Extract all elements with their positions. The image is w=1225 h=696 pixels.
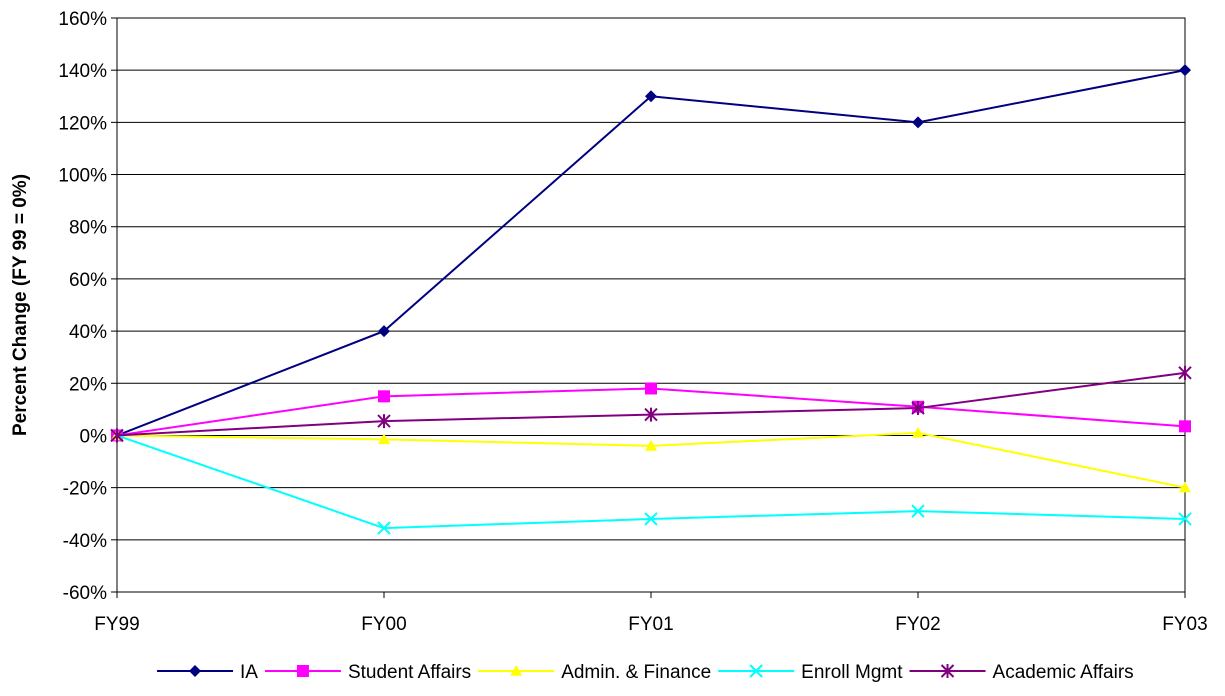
y-tick-label: 60% [69,270,107,291]
y-tick-label: 40% [69,322,107,343]
y-tick-label: 20% [69,374,107,395]
data-point [1179,481,1191,493]
legend-swatch-marker [749,664,763,678]
plot-area [116,17,1186,593]
y-tick-label: 140% [58,61,107,82]
legend-item: Admin. & Finance [478,662,711,683]
x-tick-label: FY01 [628,614,673,635]
legend-swatch-marker [189,665,201,677]
y-tick-label: -20% [63,479,107,500]
y-axis-label: Percent Change (FY 99 = 0%) [10,174,31,436]
legend-item: Academic Affairs [909,662,1134,683]
data-point [1179,64,1191,77]
y-tick-label: 160% [58,9,107,30]
legend-item: Student Affairs [264,662,471,683]
series-line [116,69,1186,437]
data-point [645,382,657,395]
legend-label: Academic Affairs [993,662,1134,683]
data-point [378,390,390,403]
legend-swatch-marker [510,665,523,676]
x-tick-label: FY00 [361,614,406,635]
data-point [378,433,390,445]
data-point [377,414,391,429]
legend-label: Admin. & Finance [561,662,711,683]
legend-swatch-marker [296,665,309,677]
y-tick-label: -60% [63,583,107,604]
x-tick-label: FY02 [895,614,940,635]
data-point [912,426,924,438]
series-line [116,371,1186,437]
data-point [1178,365,1192,380]
data-point [645,90,657,103]
legend-label: IA [240,662,258,683]
series-layer [110,64,1192,535]
legend-item: Enroll Mgmt [718,662,903,683]
data-point [912,116,924,129]
data-point [1179,420,1191,433]
data-point [644,512,658,526]
data-point [377,521,391,535]
x-axis-ticks: FY99 FY00 FY01 FY02 FY03 [94,592,1208,635]
data-point [644,407,658,422]
y-tick-label: 0% [80,426,108,447]
legend-item: IA [157,662,258,683]
data-point [911,401,925,416]
y-tick-label: -40% [63,531,107,552]
x-tick-label: FY99 [94,614,139,635]
legend-label: Enroll Mgmt [801,662,903,683]
y-tick-label: 100% [58,166,107,187]
data-point [110,428,124,443]
data-point [1178,512,1192,526]
legend: IA Student Affairs Admin. & Finance Enroll … [157,662,1134,683]
x-tick-label: FY03 [1162,614,1207,635]
data-point [645,439,657,451]
y-tick-label: 80% [69,218,107,239]
gridlines [117,17,1185,593]
legend-swatch-marker [940,664,955,678]
legend-label: Student Affairs [348,662,471,683]
y-tick-label: 120% [58,113,107,134]
data-point [378,325,390,338]
series-admin-finance [111,426,1191,493]
data-point [911,504,925,518]
y-axis-ticks: 160% 140% 120% 100% 80% 60% 40% 20% 0% -20% -40% -6… [58,9,117,604]
series-academic-affairs [110,365,1192,443]
